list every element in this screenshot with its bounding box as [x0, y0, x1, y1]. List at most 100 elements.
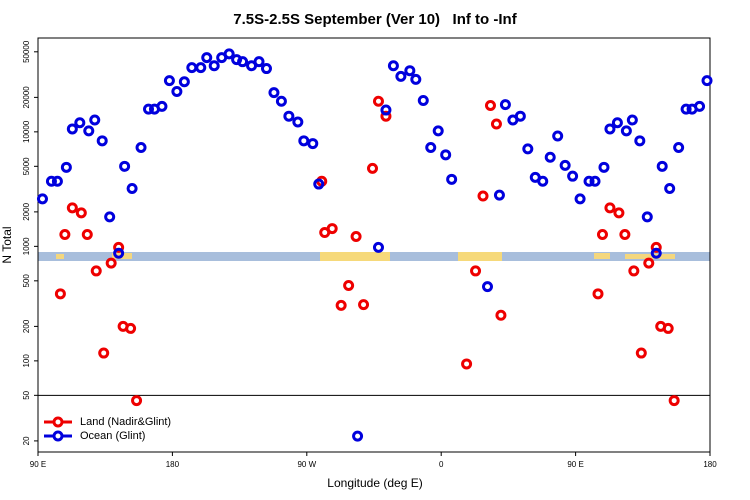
series — [54, 95, 680, 407]
series — [36, 48, 713, 442]
point — [664, 183, 676, 195]
point — [81, 228, 93, 240]
point — [537, 175, 549, 187]
point — [604, 123, 616, 135]
point — [89, 114, 101, 126]
point — [589, 175, 601, 187]
y-tick-label: 5000 — [22, 157, 31, 175]
legend-item: Land (Nadir&Glint) — [44, 416, 171, 428]
y-tick-label: 50 — [22, 390, 31, 399]
point — [446, 173, 458, 185]
point — [292, 116, 304, 128]
point — [275, 95, 287, 107]
point — [583, 175, 595, 187]
point — [656, 160, 668, 172]
y-axis-title: N Total — [0, 226, 14, 263]
point — [372, 95, 384, 107]
point — [66, 202, 78, 214]
point — [380, 110, 392, 122]
point — [650, 247, 662, 259]
land-strip — [38, 252, 710, 261]
point — [559, 159, 571, 171]
point — [237, 56, 249, 68]
point — [313, 178, 325, 190]
point — [477, 190, 489, 202]
x-tick-label: 90 E — [567, 460, 583, 469]
point — [673, 141, 685, 153]
x-tick-label: 90 W — [297, 460, 316, 469]
point — [634, 135, 646, 147]
legend-item: Ocean (Glint) — [44, 430, 145, 442]
point — [60, 161, 72, 173]
point — [552, 130, 564, 142]
point — [98, 347, 110, 359]
point — [260, 63, 272, 75]
point — [367, 162, 379, 174]
point — [495, 309, 507, 321]
point — [83, 125, 95, 137]
y-tick-label: 1000 — [22, 237, 31, 255]
point — [131, 395, 143, 407]
point — [604, 202, 616, 214]
point — [36, 193, 48, 205]
point — [567, 170, 579, 182]
point — [440, 149, 452, 161]
y-tick-label: 50000 — [22, 40, 31, 63]
point — [358, 299, 370, 311]
point — [662, 322, 674, 334]
point — [417, 94, 429, 106]
point — [499, 99, 511, 111]
point — [59, 228, 71, 240]
point — [628, 265, 640, 277]
x-tick-label: 180 — [703, 460, 717, 469]
point — [598, 161, 610, 173]
point — [335, 299, 347, 311]
point — [620, 125, 632, 137]
point — [105, 257, 117, 269]
point — [470, 265, 482, 277]
y-tick-label: 200 — [22, 319, 31, 333]
point — [135, 141, 147, 153]
point — [522, 143, 534, 155]
point — [195, 62, 207, 74]
point — [544, 151, 556, 163]
point — [694, 100, 706, 112]
y-tick-label: 500 — [22, 274, 31, 288]
land-patch — [594, 253, 610, 259]
point — [283, 110, 295, 122]
point — [484, 99, 496, 111]
point — [253, 56, 265, 68]
plot-frame — [37, 37, 711, 453]
point — [51, 175, 63, 187]
point — [404, 65, 416, 77]
point — [74, 117, 86, 129]
point — [635, 347, 647, 359]
x-tick-label: 90 E — [30, 460, 46, 469]
point — [410, 73, 422, 85]
point — [223, 48, 235, 60]
point — [178, 76, 190, 88]
point — [352, 430, 364, 442]
point — [156, 100, 168, 112]
point — [45, 175, 57, 187]
chart-title: 7.5S-2.5S September (Ver 10) Inf to -Inf — [233, 11, 517, 28]
point — [298, 135, 310, 147]
point — [461, 358, 473, 370]
point — [514, 110, 526, 122]
point — [96, 135, 108, 147]
point — [425, 141, 437, 153]
point — [574, 193, 586, 205]
point — [387, 60, 399, 72]
point — [54, 288, 66, 300]
y-tick-label: 2000 — [22, 202, 31, 220]
point — [680, 103, 692, 115]
point — [90, 265, 102, 277]
point — [626, 114, 638, 126]
point — [113, 247, 125, 259]
legend-label: Land (Nadir&Glint) — [80, 416, 171, 428]
land-patch — [458, 252, 502, 261]
x-axis-title: Longitude (deg E) — [327, 476, 422, 490]
point — [186, 62, 198, 74]
point — [208, 60, 220, 72]
